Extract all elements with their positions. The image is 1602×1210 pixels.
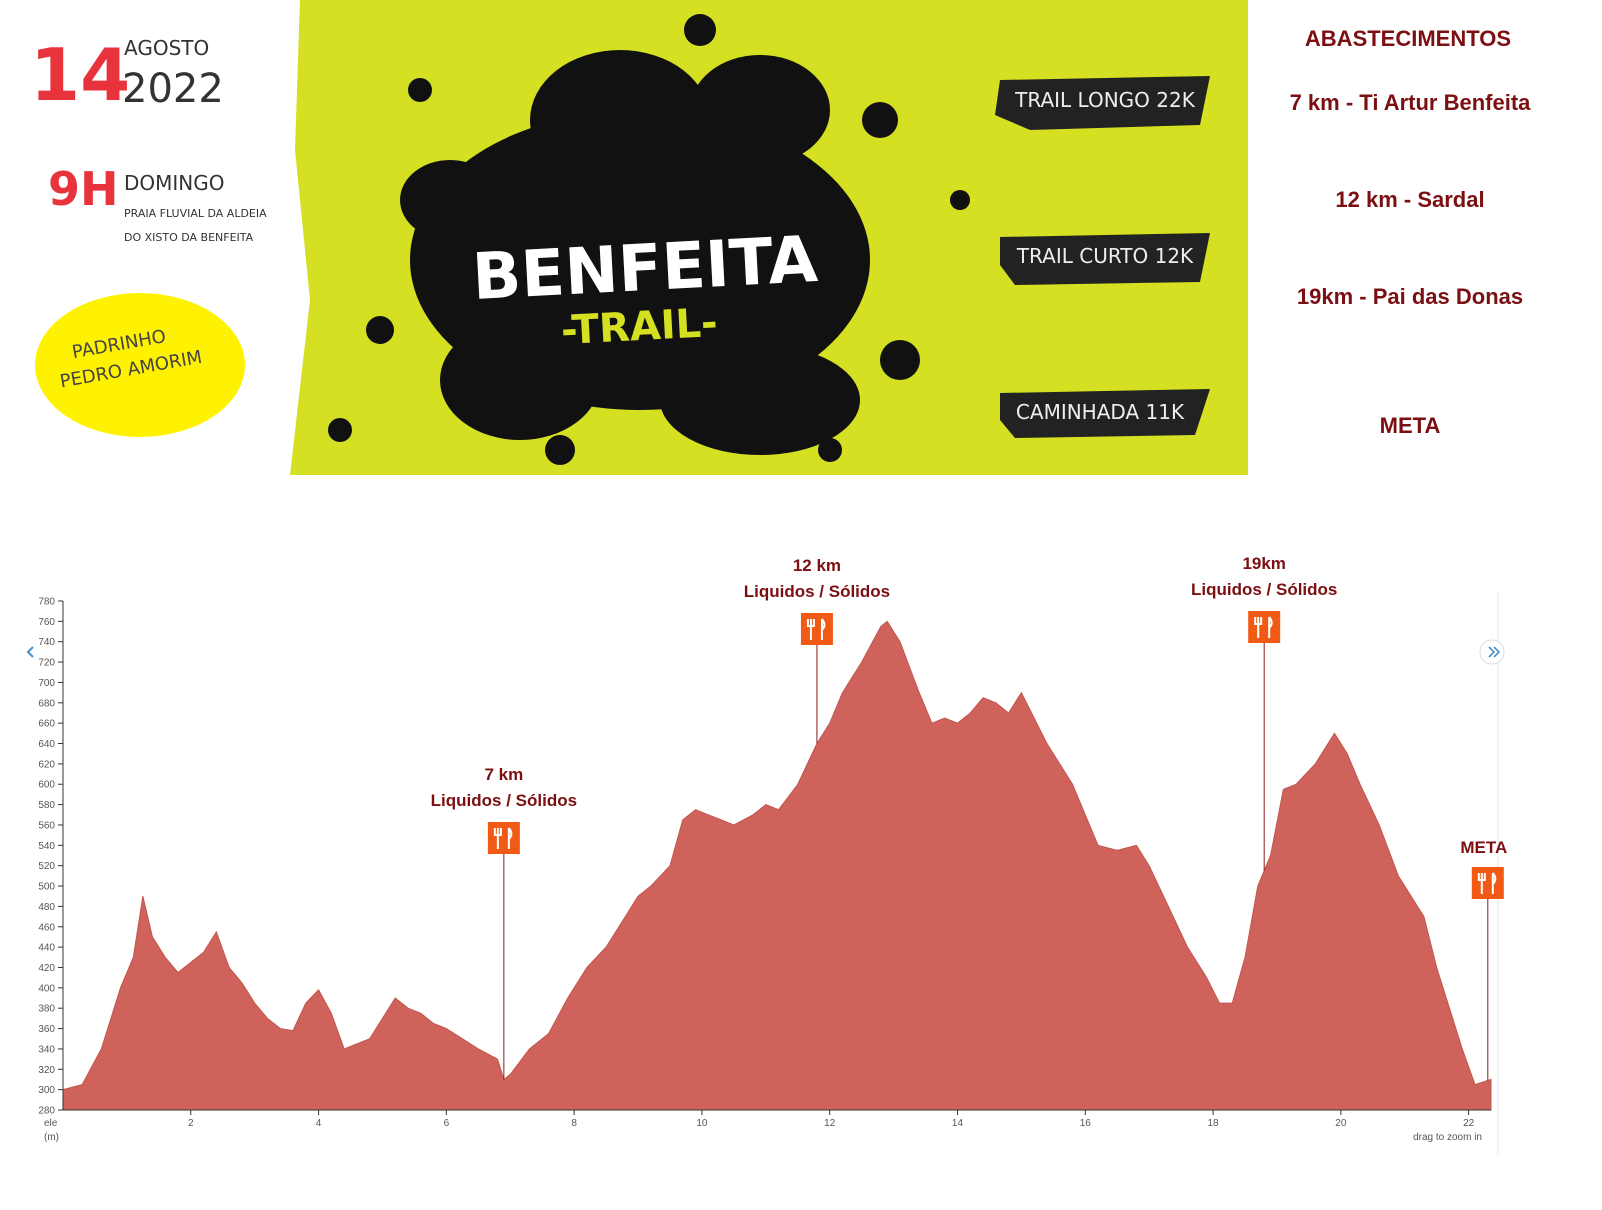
y-tick-label: 340 [38, 1044, 55, 1055]
y-tick-label: 540 [38, 841, 55, 852]
y-tick-label: 460 [38, 922, 55, 933]
y-axis-label: ele [44, 1118, 58, 1129]
hour: 9H [48, 162, 119, 216]
marker-icon [806, 618, 826, 640]
marker-icon [1254, 616, 1273, 638]
y-tick-label: 400 [38, 983, 55, 994]
marker-box [1471, 867, 1504, 899]
splatter [328, 14, 970, 465]
race-badges [995, 76, 1210, 438]
event-title: BENFEITA [470, 223, 819, 315]
annotation-sublabel: Liquidos / Sólidos [744, 582, 890, 601]
y-tick-label: 700 [38, 678, 55, 689]
y-tick-label: 380 [38, 1004, 55, 1015]
annotation-label: 12 km [793, 556, 841, 575]
month: AGOSTO [124, 36, 209, 60]
y-tick-label: 280 [38, 1106, 55, 1117]
annotation-label: META [1460, 838, 1507, 857]
y-tick-label: 440 [38, 943, 55, 954]
y-tick-label: 660 [38, 719, 55, 730]
y-tick-label: 620 [38, 759, 55, 770]
y-axis-label: (m) [44, 1132, 59, 1143]
race: TRAIL CURTO 12K [1016, 244, 1194, 268]
banner: 14 AGOSTO 2022 9H DOMINGO PRAIA FLUVIAL … [30, 0, 1248, 475]
annotation-label: 7 km [484, 765, 523, 784]
prev-button[interactable] [26, 646, 34, 658]
y-tick-label: 300 [38, 1085, 55, 1096]
y-tick-label: 360 [38, 1024, 55, 1035]
x-tick-label: 8 [571, 1118, 577, 1129]
y-tick-label: 600 [38, 780, 55, 791]
year: 2022 [122, 66, 224, 112]
y-tick-label: 740 [38, 637, 55, 648]
marker-box [487, 822, 520, 854]
marker-box [1248, 611, 1281, 643]
next-button[interactable] [1479, 639, 1505, 665]
godfather-blob [35, 293, 245, 437]
marker-icon [493, 827, 513, 849]
y-tick-label: 560 [38, 820, 55, 831]
zoom-note: drag to zoom in [1413, 1132, 1482, 1143]
y-tick-label: 680 [38, 698, 55, 709]
elevation-area [62, 620, 1492, 1111]
supplies: ABASTECIMENTOS 7 km - Ti Artur Benfeita … [1290, 26, 1532, 438]
supply-item: 19km - Pai das Donas [1297, 284, 1523, 309]
x-tick-label: 18 [1208, 1118, 1220, 1129]
marker-box [800, 613, 833, 645]
x-tick-label: 10 [696, 1118, 708, 1129]
supplies-title: ABASTECIMENTOS [1305, 26, 1511, 51]
marker-icon [1477, 872, 1497, 894]
x-tick-label: 2 [188, 1118, 194, 1129]
y-tick-label: 760 [38, 617, 55, 628]
y-tick-label: 420 [38, 963, 55, 974]
day: 14 [30, 33, 130, 117]
supply-item: 7 km - Ti Artur Benfeita [1290, 90, 1532, 115]
supply-item: 12 km - Sardal [1335, 187, 1484, 212]
annotation-label: 19km [1242, 554, 1285, 573]
y-tick-label: 580 [38, 800, 55, 811]
y-tick-label: 520 [38, 861, 55, 872]
supply-item: META [1380, 413, 1441, 438]
x-tick-label: 12 [824, 1118, 836, 1129]
place: DO XISTO DA BENFEITA [124, 231, 254, 244]
annotation-sublabel: Liquidos / Sólidos [1191, 580, 1337, 599]
x-tick-label: 6 [444, 1118, 450, 1129]
x-tick-label: 4 [316, 1118, 322, 1129]
annotation-sublabel: Liquidos / Sólidos [431, 791, 577, 810]
y-tick-label: 500 [38, 882, 55, 893]
x-tick-label: 22 [1463, 1118, 1475, 1129]
y-tick-label: 720 [38, 658, 55, 669]
race: TRAIL LONGO 22K [1014, 88, 1196, 112]
race: CAMINHADA 11K [1016, 400, 1185, 424]
event-subtitle: -TRAIL- [560, 300, 719, 354]
y-tick-label: 480 [38, 902, 55, 913]
y-tick-label: 320 [38, 1065, 55, 1076]
weekday: DOMINGO [124, 171, 225, 195]
next-icon [1488, 646, 1501, 658]
x-tick-label: 20 [1335, 1118, 1347, 1129]
chart: ele (m) drag to zoom in 280 300 320 340 360 3… [26, 554, 1507, 1155]
y-tick-label: 780 [38, 597, 55, 608]
x-tick-label: 14 [952, 1118, 964, 1129]
y-tick-label: 640 [38, 739, 55, 750]
x-tick-label: 16 [1080, 1118, 1092, 1129]
place: PRAIA FLUVIAL DA ALDEIA [124, 207, 267, 220]
